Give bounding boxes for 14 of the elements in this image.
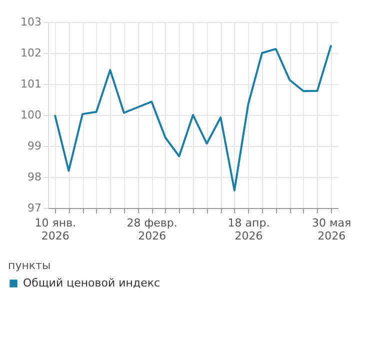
y-tick-label: 99 bbox=[28, 140, 42, 152]
y-axis-title: пункты bbox=[8, 259, 51, 272]
y-tick-label: 102 bbox=[20, 46, 42, 60]
x-tick-label: 18 апр. 2026 bbox=[228, 216, 270, 242]
x-tick-label: 30 мая 2026 bbox=[312, 216, 352, 242]
x-tick-label: 10 янв. 2026 bbox=[34, 216, 76, 242]
line-series bbox=[54, 44, 332, 192]
y-tick-label: 101 bbox=[20, 78, 42, 90]
y-tick-label: 100 bbox=[20, 108, 42, 122]
y-tick-label: 98 bbox=[28, 170, 42, 184]
legend-label: Общий ценовой индекс bbox=[23, 276, 160, 290]
y-tick-label: 103 bbox=[20, 16, 42, 28]
x-tick-label: 28 февр. 2026 bbox=[126, 216, 178, 242]
y-tick-label: 97 bbox=[28, 202, 42, 214]
